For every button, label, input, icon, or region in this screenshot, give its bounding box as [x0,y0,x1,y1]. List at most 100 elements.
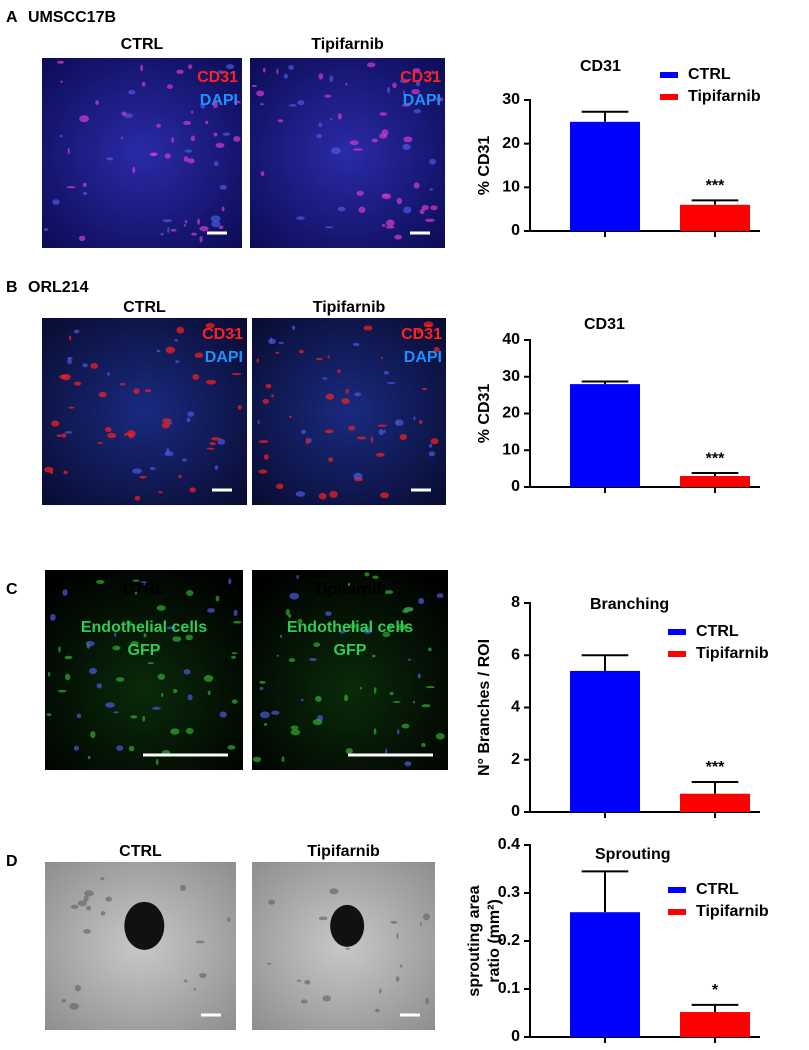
texture [267,962,272,965]
texture [300,999,308,1004]
texture [381,223,386,227]
texture [383,370,390,375]
texture [152,706,161,710]
texture [263,454,269,460]
texture [140,64,144,72]
texture [128,745,135,752]
texture [337,206,346,212]
stain-label: Endothelial cells [287,619,413,636]
texture [132,468,143,474]
significance: *** [706,178,725,195]
stain-label: GFP [334,642,367,659]
texture [156,123,161,128]
texture [296,575,299,580]
texture [84,890,94,897]
texture [190,135,195,142]
y-tick-label: 0 [511,478,520,495]
bar [570,384,640,487]
texture [407,658,412,661]
panel-letter: B [6,279,18,296]
texture [156,349,161,353]
texture [232,620,242,624]
texture [352,342,360,347]
panel-letter: C [6,581,18,598]
image-title: Tipifarnib [313,299,386,316]
texture [290,729,301,736]
texture [67,356,73,360]
texture [422,387,428,391]
legend-label: CTRL [688,66,731,83]
texture [419,208,425,215]
texture [316,133,323,139]
texture [389,691,394,696]
texture [337,369,341,374]
texture [195,940,205,944]
texture [425,997,429,1005]
texture [165,346,176,354]
texture [96,683,102,689]
texture [157,673,166,680]
texture [275,351,280,354]
texture [120,136,124,140]
texture [344,694,349,702]
texture [199,236,203,243]
texture [46,713,52,717]
texture [231,372,242,376]
legend-label: Tipifarnib [696,903,769,920]
panel-name: ORL214 [28,279,89,296]
texture [57,689,67,693]
texture [130,715,138,719]
texture [233,609,238,617]
texture [203,674,214,682]
texture [213,161,219,167]
texture [218,70,223,74]
texture [82,191,88,196]
texture [305,437,310,445]
texture [370,435,373,443]
texture [329,75,334,82]
texture [301,429,306,435]
texture [222,132,231,136]
texture [263,722,268,726]
texture [231,699,238,704]
texture [413,416,416,421]
texture [386,381,396,384]
texture [205,120,209,125]
texture [329,491,338,498]
texture [90,731,96,739]
texture [98,391,107,398]
texture [96,579,105,585]
texture [312,718,323,726]
texture [69,1002,79,1010]
texture [228,578,232,585]
texture [392,82,397,89]
texture [233,100,241,104]
texture [383,429,386,434]
texture [112,645,121,651]
texture [258,440,269,444]
texture [89,667,97,675]
texture [252,756,262,763]
texture [187,64,193,70]
texture [413,182,420,189]
texture [185,727,194,735]
texture [50,613,56,621]
texture [395,419,404,426]
texture [134,495,141,501]
texture [339,630,346,634]
texture [172,688,178,694]
texture [258,469,268,474]
y-tick-label: 0 [511,1028,520,1045]
micrograph [42,318,247,505]
texture [206,379,217,385]
texture [381,194,389,197]
texture [297,618,303,625]
texture [68,335,72,341]
texture [65,673,71,681]
bar [680,793,750,812]
texture [345,947,350,950]
texture [271,393,274,398]
texture [364,572,370,577]
texture [260,103,264,106]
